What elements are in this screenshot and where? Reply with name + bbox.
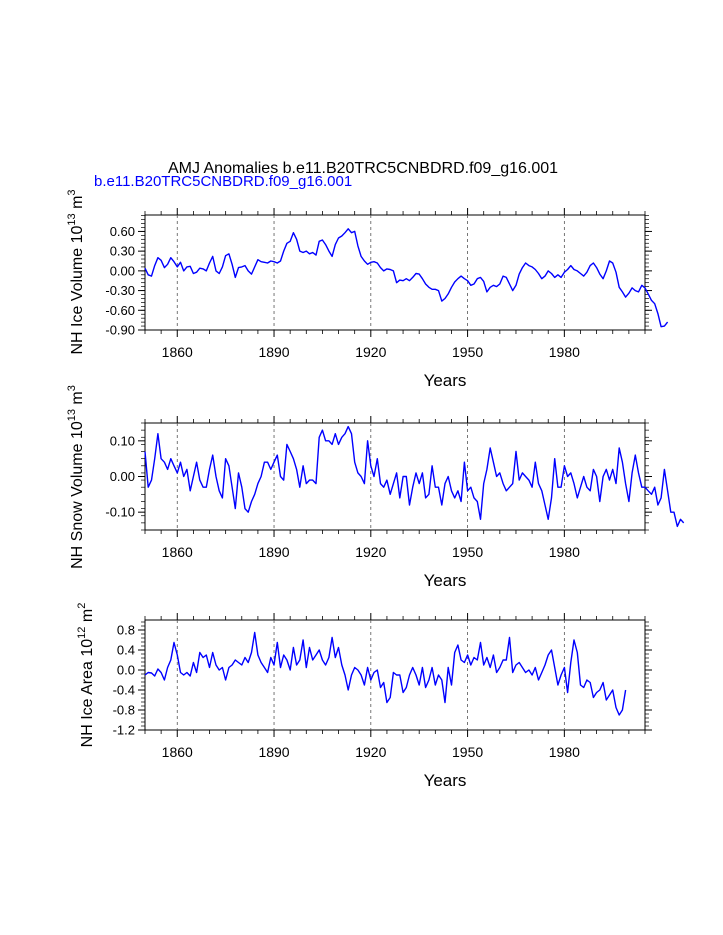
x-axis-label: Years <box>424 371 467 390</box>
data-series-line <box>144 631 627 716</box>
x-tick-label: 1950 <box>452 344 483 360</box>
y-tick-label: -0.30 <box>105 283 135 298</box>
y-tick-label: -0.4 <box>113 683 135 698</box>
panel-2: 1860 1890 1920 1950 1980 0.10 0.00 -0.10 Years NH… <box>66 385 685 590</box>
panels-group: 1860 1890 1920 1950 1980 0.60 0.30 0.00 -0.30 -0.… <box>66 189 685 790</box>
x-axis-label: Years <box>424 571 467 590</box>
y-tick-label: 0.8 <box>117 623 135 638</box>
x-tick-label: 1980 <box>549 344 580 360</box>
x-tick-label: 1950 <box>452 544 483 560</box>
x-axis-label: Years <box>424 771 467 790</box>
x-tick-label: 1950 <box>452 744 483 760</box>
x-tick-label: 1860 <box>162 544 193 560</box>
series-legend-label: b.e11.B20TRC5CNBDRD.f09_g16.001 <box>94 173 352 190</box>
panel-3: 1860 1890 1920 1950 1980 0.8 0.4 0.0 -0.4 -0.8 -1.… <box>76 603 652 790</box>
y-axis-label: NH Ice Volume 1013 m3 <box>66 189 86 354</box>
plot-frame <box>144 214 646 331</box>
panel-1: 1860 1890 1920 1950 1980 0.60 0.30 0.00 -0.30 -0.… <box>66 189 669 390</box>
y-tick-label: 0.4 <box>117 643 135 658</box>
x-tick-label: 1860 <box>162 344 193 360</box>
x-tick-label: 1920 <box>355 744 386 760</box>
x-tick-label: 1980 <box>549 544 580 560</box>
y-tick-label: 0.00 <box>110 469 135 484</box>
y-tick-label: -0.8 <box>113 703 135 718</box>
y-tick-label: 0.0 <box>117 663 135 678</box>
y-tick-label: -1.2 <box>113 723 135 738</box>
chart-title: AMJ Anomalies b.e11.B20TRC5CNBDRD.f09_g1… <box>168 160 558 177</box>
data-series-line <box>144 228 669 328</box>
x-tick-label: 1920 <box>355 544 386 560</box>
data-series-line <box>144 425 685 528</box>
y-tick-label: 0.60 <box>110 224 135 239</box>
y-axis-label: NH Snow Volume 1013 m3 <box>66 385 86 569</box>
x-tick-label: 1890 <box>258 744 289 760</box>
y-tick-label: 0.00 <box>110 263 135 278</box>
y-axis-label: NH Ice Area 1012 m2 <box>76 603 96 748</box>
x-tick-label: 1860 <box>162 744 193 760</box>
y-tick-label: -0.60 <box>105 303 135 318</box>
y-tick-label: -0.10 <box>105 505 135 520</box>
x-tick-label: 1980 <box>549 744 580 760</box>
x-tick-label: 1890 <box>258 544 289 560</box>
y-tick-label: 0.10 <box>110 433 135 448</box>
y-tick-label: 0.30 <box>110 244 135 259</box>
x-tick-label: 1920 <box>355 344 386 360</box>
y-tick-label: -0.90 <box>105 323 135 338</box>
x-tick-label: 1890 <box>258 344 289 360</box>
